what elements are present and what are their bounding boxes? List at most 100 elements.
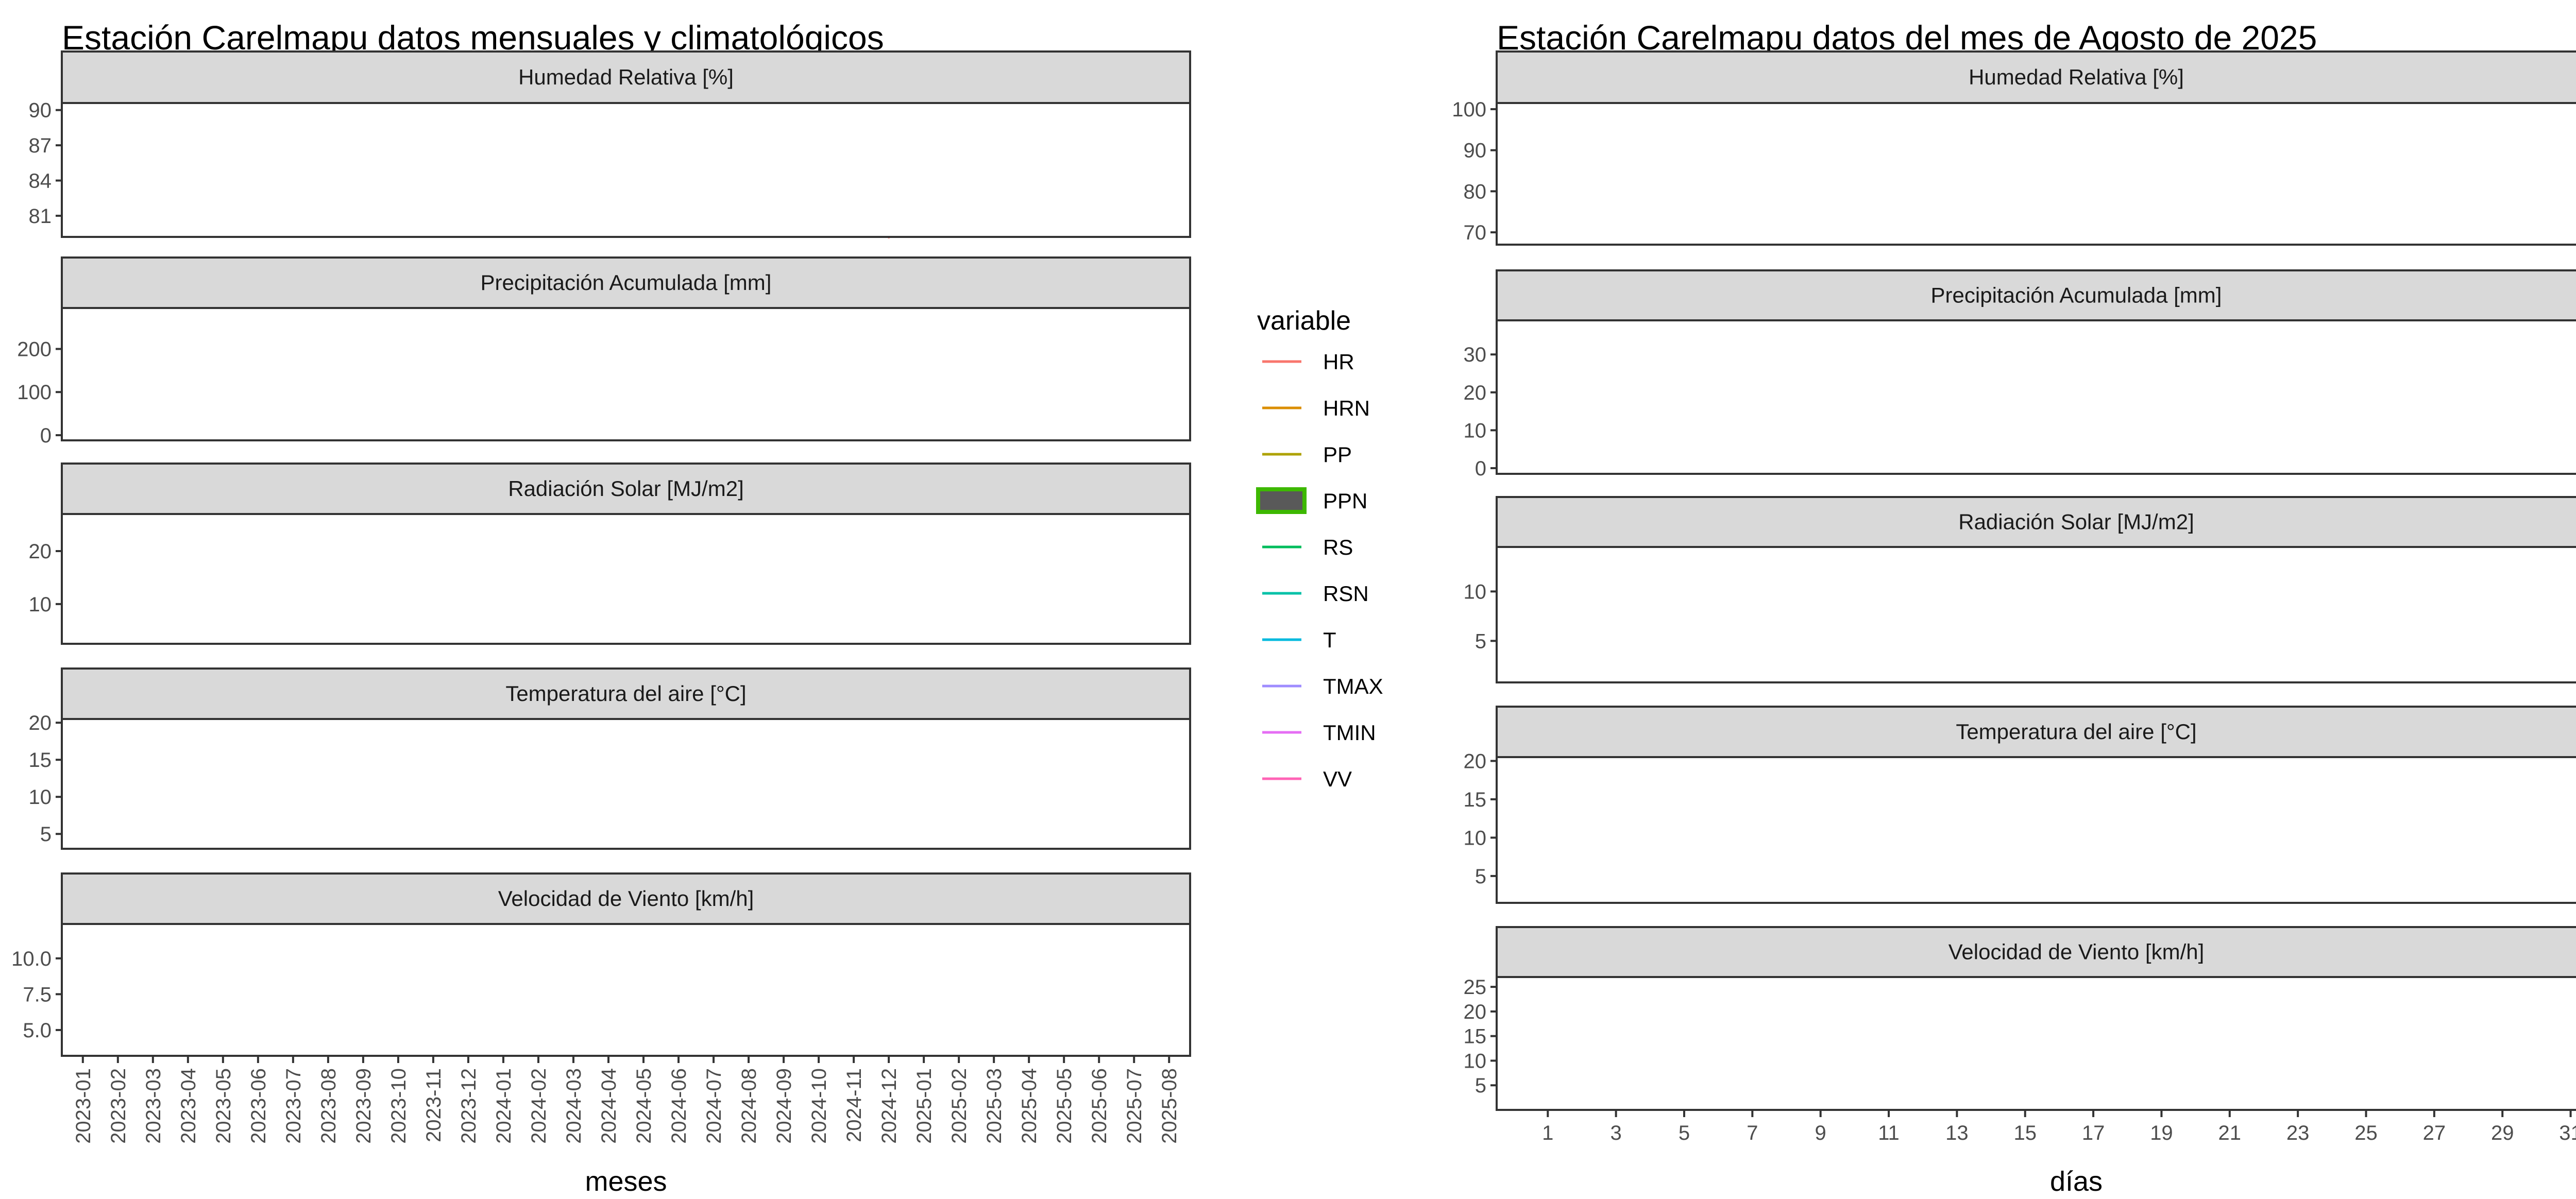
x-tick-label: 2023-10: [387, 1068, 410, 1144]
x-tick-label: 2024-08: [738, 1068, 760, 1144]
panel-border: [1496, 756, 2576, 904]
x-tick-label: 21: [2218, 1122, 2242, 1144]
x-tick-label: 15: [2013, 1122, 2037, 1144]
x-tick-label: 2024-04: [598, 1068, 620, 1144]
x-tick-label: 2023-11: [422, 1068, 445, 1142]
x-tick-label: 13: [1945, 1122, 1969, 1144]
x-axis-title: meses: [585, 1166, 667, 1197]
facet-strip: [61, 667, 1191, 720]
panel-border: [1496, 102, 2576, 246]
x-tick-label: 5: [1679, 1122, 1690, 1144]
x-tick-label: 27: [2423, 1122, 2446, 1144]
facet-strip-label: Radiación Solar [MJ/m2]: [508, 476, 744, 501]
facet-panel: Precipitación Acumulada [mm] 0 100 200: [17, 256, 1191, 447]
x-tick-label: 1: [1542, 1122, 1553, 1144]
facet-panel: Velocidad de Viento [km/h] 5.0 7.5 10.0: [11, 872, 1191, 1057]
facet-strip: [61, 463, 1191, 515]
facet-strip-label: Temperatura del aire [°C]: [505, 681, 746, 706]
x-tick-label: 3: [1610, 1122, 1621, 1144]
legend-label: RS: [1323, 535, 1353, 559]
legend-item: RSN: [1262, 581, 1369, 606]
x-tick-label: 2024-12: [878, 1068, 901, 1144]
x-tick-label: 2025-04: [1018, 1068, 1041, 1144]
y-tick-label: 15: [29, 749, 52, 772]
y-tick-label: 90: [1464, 140, 1487, 162]
y-tick-label: 15: [1464, 1025, 1487, 1048]
x-tick-label: 2023-05: [212, 1068, 235, 1144]
x-tick-label: 2023-04: [177, 1068, 200, 1144]
x-tick-label: 7: [1747, 1122, 1758, 1144]
y-tick-label: 5.0: [23, 1019, 52, 1042]
legend-key-bar: [1256, 487, 1307, 514]
x-tick-label: 2024-11: [843, 1068, 866, 1142]
legend-label: TMAX: [1323, 674, 1383, 698]
x-tick-label: 2024-01: [493, 1068, 515, 1144]
facet-strip-label: Velocidad de Viento [km/h]: [1948, 940, 2205, 964]
y-tick-label: 10.0: [11, 948, 52, 970]
legend-label: PPN: [1323, 489, 1367, 513]
x-tick-label: 2024-05: [633, 1068, 655, 1144]
chart-title: Estación Carelmapu datos mensuales y cli…: [62, 19, 884, 57]
panel-border: [61, 102, 1191, 238]
panel-border: [61, 513, 1191, 645]
y-tick-label: 5: [1475, 865, 1486, 888]
chart-title: Estación Carelmapu datos del mes de Agos…: [1497, 19, 2317, 57]
legend-item: VV: [1262, 767, 1352, 791]
legend-item: PPN: [1256, 487, 1367, 514]
x-tick-label: 2025-02: [948, 1068, 971, 1144]
facet-panel: Temperatura del aire [°C] 5 10 15 20: [29, 667, 1191, 850]
y-tick-label: 25: [1464, 976, 1487, 999]
x-tick-label: 2025-01: [913, 1068, 936, 1144]
x-tick-label: 2023-06: [247, 1068, 270, 1144]
y-tick-label: 84: [29, 170, 52, 193]
y-tick-label: 5: [40, 823, 52, 846]
y-tick-label: 5: [1475, 630, 1486, 653]
y-tick-label: 10: [29, 786, 52, 809]
legend-item: HRN: [1262, 396, 1370, 420]
y-tick-label: 87: [29, 134, 52, 157]
chart-monthly: Estación Carelmapu datos mensuales y cli…: [11, 19, 1383, 1197]
x-tick-label: 2024-03: [563, 1068, 585, 1144]
legend-title: variable: [1257, 306, 1351, 336]
y-tick-label: 7.5: [23, 983, 52, 1006]
legend-item: T: [1262, 628, 1336, 652]
facet-strip: [1496, 706, 2576, 758]
y-tick-label: 100: [1452, 98, 1486, 121]
facet-strip-label: Humedad Relativa [%]: [518, 65, 734, 89]
panel-border: [1496, 319, 2576, 475]
y-tick-label: 10: [1464, 419, 1487, 442]
facet-strip-label: Radiación Solar [MJ/m2]: [1958, 510, 2194, 534]
y-tick-label: 20: [1464, 382, 1487, 404]
legend-item: TMAX: [1262, 674, 1383, 698]
facet-strip: [61, 256, 1191, 309]
y-tick-label: 81: [29, 205, 52, 228]
y-tick-label: 10: [1464, 580, 1487, 603]
x-tick-label: 25: [2354, 1122, 2378, 1144]
facet-strip-label: Temperatura del aire [°C]: [1956, 720, 2196, 744]
x-tick-label: 2024-02: [528, 1068, 550, 1144]
x-tick-label: 2024-06: [668, 1068, 690, 1144]
facet-panel: Humedad Relativa [%] 81 84 87 90: [29, 50, 1191, 238]
y-tick-label: 20: [1464, 1001, 1487, 1023]
y-tick-label: 5: [1475, 1074, 1486, 1097]
x-tick-label: 19: [2150, 1122, 2173, 1144]
legend-label: HR: [1323, 350, 1354, 374]
x-tick-label: 17: [2082, 1122, 2105, 1144]
facet-panel: Radiación Solar [MJ/m2] 5 10: [1464, 496, 2576, 683]
facet-strip-label: Velocidad de Viento [km/h]: [498, 886, 754, 911]
y-tick-label: 10: [1464, 827, 1487, 849]
legend-item: RS: [1262, 535, 1353, 559]
facet-strip-label: Humedad Relativa [%]: [1969, 65, 2184, 89]
x-tick-label: 2023-09: [352, 1068, 375, 1144]
legend-label: VV: [1323, 767, 1352, 791]
y-tick-label: 80: [1464, 180, 1487, 203]
facet-strip: [61, 872, 1191, 925]
chart-daily: Estación Carelmapu datos del mes de Agos…: [1452, 19, 2576, 1197]
y-tick-label: 10: [1464, 1050, 1487, 1072]
x-tick-label: 2025-03: [983, 1068, 1006, 1144]
y-tick-label: 20: [29, 540, 52, 563]
legend-label: HRN: [1323, 396, 1370, 420]
y-tick-label: 100: [17, 381, 52, 404]
x-tick-label: 2025-06: [1088, 1068, 1111, 1144]
facet-strip: [1496, 269, 2576, 321]
